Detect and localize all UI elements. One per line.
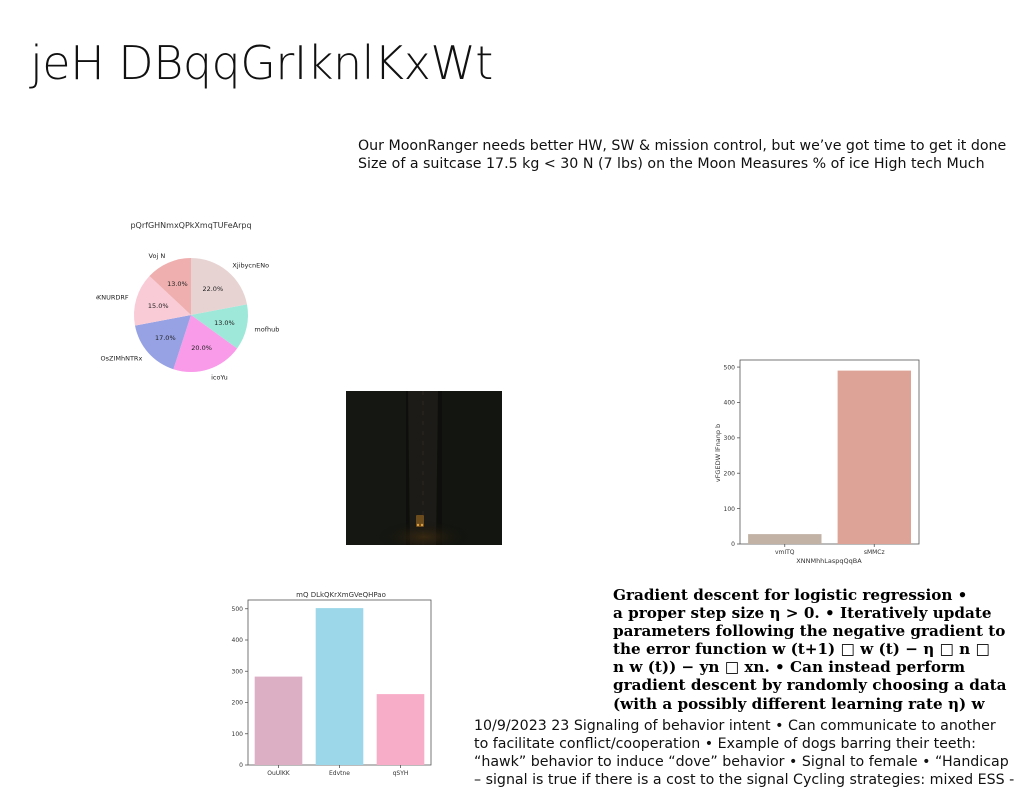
gradient-line: (with a possibly different learning rate… — [613, 694, 985, 713]
pie-slice — [135, 315, 191, 370]
pie-percent-label: 20.0% — [191, 344, 212, 352]
gradient-line: a proper step size η > 0. • Iteratively … — [613, 604, 992, 623]
y-tick-label: 400 — [724, 400, 736, 407]
signal-line: 10/9/2023 23 Signaling of behavior inten… — [474, 718, 996, 734]
pie-slices: 22.0% XjibycnENo 13.0% mofhub 20.0% icoYu 17.0… — [96, 252, 279, 381]
pie-chart-title: pQrfGHNmxQPkXmqTUFeArpq — [130, 221, 251, 230]
bar-chart-right: 0 100 200 300 400 500 vmITQ sMMCz XNNMhhLaspqQ… — [714, 359, 920, 565]
x-axis-ticks: OuUlKK Edvtne qSYH — [267, 765, 408, 777]
x-tick-label: sMMCz — [864, 549, 885, 556]
x-tick-label: qSYH — [393, 770, 409, 777]
gradient-line: gradient descent by randomly choosing a … — [613, 676, 1007, 695]
y-tick-label: 100 — [724, 506, 736, 513]
pie-slice — [149, 258, 191, 315]
pie-category-label: tpKNURDRF — [96, 293, 129, 301]
pie-slice — [134, 275, 191, 326]
bar — [748, 534, 822, 544]
gradient-line: parameters following the negative gradie… — [613, 622, 1006, 641]
pie-slice — [173, 315, 238, 372]
x-axis-label: XNNMhhLaspqQqBA — [796, 557, 862, 565]
y-axis-ticks: 0 100 200 300 400 500 — [232, 606, 248, 769]
signaling-text: 10/9/2023 23 Signaling of behavior inten… — [474, 717, 1024, 788]
x-tick-label: OuUlKK — [267, 770, 291, 777]
y-tick-label: 100 — [232, 731, 244, 738]
intro-text: Our MoonRanger needs better HW, SW & mis… — [358, 137, 1018, 173]
y-tick-label: 0 — [731, 541, 735, 548]
bars — [254, 608, 425, 765]
y-tick-label: 400 — [232, 637, 244, 644]
y-tick-label: 200 — [232, 700, 244, 707]
pie-slice — [191, 258, 247, 315]
x-axis-ticks: vmITQ sMMCz — [775, 544, 885, 556]
signal-line: “hawk” behavior to induce “dove” behavio… — [474, 754, 1009, 770]
gradient-line: n w (t)) − yn □ xn. • Can instead perfor… — [613, 658, 966, 677]
night-road-photo — [346, 391, 502, 545]
bar-chart-bottom: mQ DLkQKrXmGVeQHPao 0 100 200 300 400 500 OuU… — [232, 591, 432, 777]
gradient-line: the error function w (t+1) □ w (t) − η □… — [613, 640, 990, 659]
pie-percent-label: 22.0% — [202, 285, 223, 293]
y-axis-ticks: 0 100 200 300 400 500 — [724, 364, 740, 548]
pie-percent-label: 13.0% — [167, 280, 188, 288]
bar — [254, 676, 303, 765]
pie-category-label: Voj N — [149, 252, 166, 260]
pie-percent-label: 15.0% — [148, 302, 169, 310]
y-axis-label: vFGEDW lFnanp b — [714, 424, 722, 482]
y-tick-label: 200 — [724, 470, 736, 477]
bar — [837, 370, 911, 544]
pie-category-label: OsZIMhNTRx — [101, 355, 143, 363]
x-tick-label: vmITQ — [775, 549, 795, 556]
bar-chart-title: mQ DLkQKrXmGVeQHPao — [296, 591, 386, 599]
bar — [315, 608, 364, 765]
x-tick-label: Edvtne — [329, 770, 350, 777]
plot-frame — [739, 359, 920, 545]
y-tick-label: 300 — [724, 435, 736, 442]
y-tick-label: 500 — [724, 364, 736, 371]
pie-category-label: XjibycnENo — [232, 261, 269, 269]
signal-line: to facilitate conflict/cooperation • Exa… — [474, 736, 976, 752]
gradient-descent-text: Gradient descent for logistic regression… — [613, 586, 1024, 713]
gradient-line: Gradient descent for logistic regression… — [613, 586, 968, 604]
bars — [748, 370, 911, 544]
signal-line: – signal is true if there is a cost to t… — [474, 772, 1015, 788]
y-tick-label: 500 — [232, 606, 244, 613]
y-tick-label: 300 — [232, 668, 244, 675]
intro-line: Our MoonRanger needs better HW, SW & mis… — [358, 138, 1007, 154]
pie-category-label: icoYu — [211, 373, 228, 381]
pie-chart: pQrfGHNmxQPkXmqTUFeArpq 22.0% XjibycnENo 1… — [96, 221, 279, 381]
pie-percent-label: 17.0% — [155, 334, 176, 342]
pie-category-label: mofhub — [254, 326, 279, 334]
intro-line: Size of a suitcase 17.5 kg < 30 N (7 lbs… — [358, 156, 985, 172]
pie-slice — [191, 304, 248, 349]
pie-percent-label: 13.0% — [214, 319, 235, 327]
slide-title: jeH DBqqGrIknlKxWt — [30, 36, 493, 90]
y-tick-label: 0 — [239, 762, 243, 769]
bar — [376, 694, 425, 765]
